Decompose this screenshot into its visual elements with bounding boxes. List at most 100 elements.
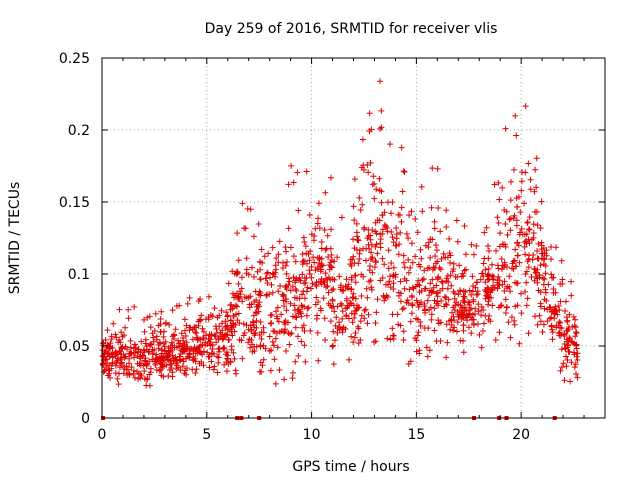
data-point — [273, 313, 280, 320]
data-point — [336, 319, 343, 326]
data-point — [462, 289, 469, 296]
data-point — [358, 293, 365, 300]
data-point — [548, 322, 555, 329]
data-point — [330, 285, 337, 292]
data-point — [250, 233, 257, 240]
data-point — [473, 243, 480, 250]
data-point — [512, 246, 519, 253]
data-point — [507, 178, 514, 185]
data-point — [556, 329, 563, 336]
data-point — [186, 350, 193, 357]
data-point — [287, 244, 294, 251]
data-point — [313, 283, 320, 290]
data-point — [494, 285, 501, 292]
data-point — [179, 363, 186, 370]
data-point — [457, 287, 464, 294]
data-point — [227, 317, 234, 324]
data-point — [566, 348, 573, 355]
data-point — [440, 250, 447, 257]
data-point — [485, 276, 492, 283]
data-point — [125, 315, 132, 322]
data-point — [344, 304, 351, 311]
data-point — [204, 349, 211, 356]
data-point — [448, 322, 455, 329]
data-point — [465, 311, 472, 318]
data-point — [349, 294, 356, 301]
data-point — [489, 302, 496, 309]
data-point — [192, 369, 199, 376]
data-point — [572, 329, 579, 336]
data-point — [397, 278, 404, 285]
data-point — [420, 276, 427, 283]
data-point — [427, 280, 434, 287]
data-point — [516, 259, 523, 266]
data-point — [470, 288, 477, 295]
data-point — [558, 346, 565, 353]
data-point — [287, 331, 294, 338]
data-point — [141, 367, 148, 374]
data-point — [292, 324, 299, 331]
data-point — [238, 285, 245, 292]
data-point — [485, 242, 492, 249]
data-point — [518, 178, 525, 185]
data-point — [373, 309, 380, 316]
data-point — [515, 193, 522, 200]
data-point — [310, 237, 317, 244]
data-point — [224, 322, 231, 329]
data-point — [281, 303, 288, 310]
x-tick-label: 15 — [407, 427, 425, 443]
data-point — [406, 286, 413, 293]
data-point — [381, 297, 388, 304]
data-point — [454, 311, 461, 318]
data-point — [128, 364, 135, 371]
data-point — [280, 297, 287, 304]
data-point — [532, 266, 539, 273]
data-point — [117, 364, 124, 371]
data-point — [190, 353, 197, 360]
data-point — [454, 319, 461, 326]
data-point — [523, 302, 530, 309]
data-point — [522, 271, 529, 278]
data-point — [563, 338, 570, 345]
data-point — [537, 225, 544, 232]
data-point — [443, 354, 450, 361]
data-point — [339, 315, 346, 322]
data-point — [202, 316, 209, 323]
data-point — [537, 262, 544, 269]
data-point — [165, 353, 172, 360]
data-point — [234, 317, 241, 324]
data-point — [427, 304, 434, 311]
data-point — [299, 251, 306, 258]
data-point — [501, 287, 508, 294]
data-point — [443, 301, 450, 308]
data-point — [347, 256, 354, 263]
data-point — [243, 270, 250, 277]
data-point — [353, 307, 360, 314]
data-point — [405, 361, 412, 368]
data-point — [419, 208, 426, 215]
data-point — [157, 320, 164, 327]
data-point — [510, 166, 517, 173]
data-point — [263, 292, 270, 299]
data-point — [301, 342, 308, 349]
data-point — [430, 264, 437, 271]
data-point — [566, 323, 573, 330]
data-point — [352, 329, 359, 336]
data-point — [408, 240, 415, 247]
data-point — [118, 359, 125, 366]
data-point — [359, 201, 366, 208]
data-point — [537, 303, 544, 310]
data-point — [466, 299, 473, 306]
data-point — [112, 351, 119, 358]
data-point — [283, 259, 290, 266]
data-point — [371, 195, 378, 202]
data-point — [274, 304, 281, 311]
data-point — [469, 273, 476, 280]
y-tick-label: 0 — [81, 411, 90, 427]
data-point — [330, 328, 337, 335]
data-point — [218, 307, 225, 314]
data-point — [267, 320, 274, 327]
data-point — [356, 255, 363, 262]
data-point — [338, 214, 345, 221]
data-point — [175, 337, 182, 344]
